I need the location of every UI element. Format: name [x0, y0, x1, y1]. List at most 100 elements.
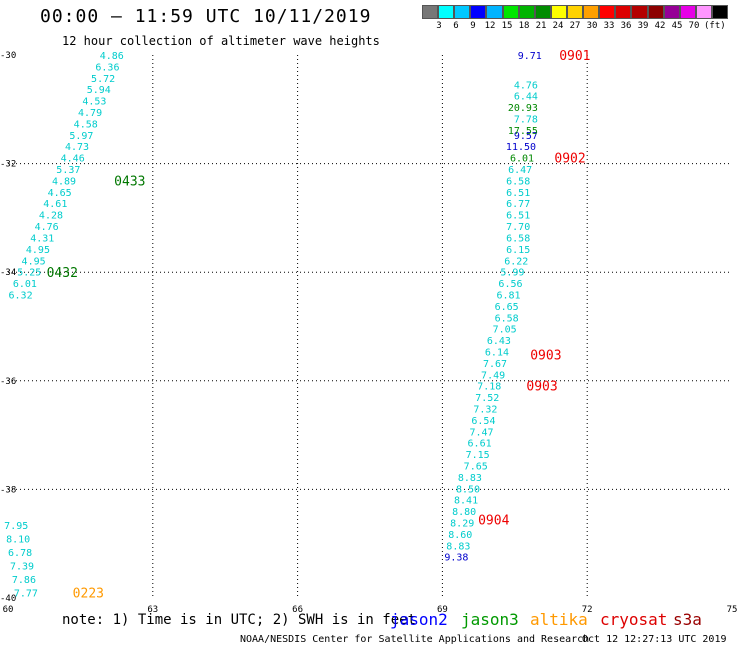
wave-height-value: 6.58 — [506, 176, 530, 187]
wave-height-value: 4.61 — [43, 199, 67, 210]
wave-height-value: 7.86 — [12, 575, 36, 586]
legend-swatch — [647, 5, 664, 19]
time-label: 0903 — [530, 349, 561, 364]
x-tick-label: 63 — [147, 605, 158, 615]
legend-swatch — [663, 5, 680, 19]
wave-height-value: 7.52 — [475, 393, 499, 404]
wave-height-value: 6.01 — [13, 279, 37, 290]
legend-swatches — [422, 5, 729, 19]
legend-tick-label: 12 — [484, 21, 496, 31]
wave-height-value: 6.47 — [508, 165, 532, 176]
time-label: 0433 — [114, 174, 145, 189]
wave-height-value: 7.47 — [469, 427, 493, 438]
wave-height-value: 6.32 — [9, 290, 33, 301]
wave-height-value: 4.65 — [48, 188, 72, 199]
wave-height-value: 4.76 — [514, 80, 538, 91]
wave-height-value: 8.83 — [458, 473, 482, 484]
wave-height-value: 7.67 — [483, 359, 507, 370]
wave-height-value: 5.94 — [87, 85, 111, 96]
x-tick-label: 66 — [292, 605, 303, 615]
grid-lines — [8, 55, 732, 598]
wave-height-value: 5.97 — [69, 131, 93, 142]
wave-height-value: 8.41 — [454, 496, 478, 507]
wave-height-value: 4.31 — [30, 233, 54, 244]
legend-labels: (ft) 3 6 9 12 15 18 21 24 27 30 33 36 39 42 45 70 — [422, 19, 728, 33]
wave-height-value: 8.80 — [452, 507, 476, 518]
y-tick-label: -32 — [0, 160, 16, 170]
time-label: 0904 — [478, 513, 509, 528]
wave-height-value: 7.77 — [14, 589, 38, 600]
wave-height-value: 8.29 — [450, 519, 474, 530]
wave-height-value: 6.61 — [468, 439, 492, 450]
wave-height-value: 7.65 — [464, 462, 488, 473]
wave-height-value: 4.79 — [78, 108, 102, 119]
wave-height-value: 8.60 — [448, 530, 472, 541]
satellite-cryosat: cryosat — [600, 610, 668, 629]
wave-height-value: 9.38 — [444, 553, 468, 564]
wave-height-value: 7.95 — [4, 521, 28, 532]
wave-height-value: 4.53 — [82, 97, 106, 108]
satellite-altika: altika — [530, 610, 588, 629]
legend-unit: (ft) — [704, 21, 726, 31]
legend-swatch — [534, 5, 551, 19]
legend-tick-label: 33 — [603, 21, 615, 31]
legend-swatch — [583, 5, 600, 19]
legend-swatch — [518, 5, 535, 19]
legend-swatch — [550, 5, 567, 19]
wave-height-value: 6.51 — [506, 211, 530, 222]
units-note: note: 1) Time is in UTC; 2) SWH is in fe… — [62, 612, 417, 628]
legend-swatch — [631, 5, 648, 19]
wave-height-value: 6.78 — [8, 548, 32, 559]
wave-height-value: 9.57 — [514, 131, 538, 142]
y-tick-label: -38 — [0, 485, 16, 495]
x-tick-label: 60 — [3, 605, 14, 615]
legend-tick-label: 6 — [453, 21, 459, 31]
legend-tick-label: 18 — [518, 21, 530, 31]
wave-height-value: 7.39 — [10, 561, 34, 572]
time-label: 0432 — [47, 266, 78, 281]
wave-height-value: 6.58 — [495, 313, 519, 324]
legend-tick-label: 36 — [620, 21, 632, 31]
wave-height-value: 6.54 — [471, 416, 495, 427]
wave-height-value: 7.78 — [514, 115, 538, 126]
time-label: 0901 — [559, 49, 590, 64]
legend-swatch — [599, 5, 616, 19]
wave-height-value: 6.15 — [506, 245, 530, 256]
wave-height-value: 6.56 — [498, 279, 522, 290]
wave-height-value: 9.71 — [518, 51, 542, 62]
x-tick-label: 75 — [727, 605, 738, 615]
wave-height-value: 6.01 — [510, 154, 534, 165]
chart-title: 00:00 – 11:59 UTC 10/11/2019 — [40, 6, 372, 27]
legend-swatch — [438, 5, 455, 19]
wave-height-value: 11.50 — [506, 142, 536, 153]
wave-height-value: 5.25 — [17, 268, 41, 279]
footer-credit: NOAA/NESDIS Center for Satellite Applica… — [240, 634, 590, 645]
wave-height-value: 4.28 — [39, 211, 63, 222]
y-tick-label: -40 — [0, 594, 16, 604]
wave-height-value: 20.93 — [508, 103, 538, 114]
legend-swatch — [470, 5, 487, 19]
wave-height-value: 8.10 — [6, 534, 30, 545]
x-tick-label: 69 — [437, 605, 448, 615]
wave-height-value: 6.22 — [504, 256, 528, 267]
wave-height-value: 8.83 — [446, 541, 470, 552]
wave-height-value: 8.50 — [456, 484, 480, 495]
satellite-jason2: jason2 — [390, 610, 448, 629]
legend-swatch — [422, 5, 439, 19]
y-tick-label: -36 — [0, 377, 16, 387]
wave-height-value: 5.37 — [56, 165, 80, 176]
legend-swatch — [486, 5, 503, 19]
wave-height-value: 6.36 — [95, 62, 119, 73]
y-tick-label: -34 — [0, 268, 16, 278]
color-legend: (ft) 3 6 9 12 15 18 21 24 27 30 33 36 39 42 45 70 — [422, 5, 729, 35]
satellite-jason3: jason3 — [461, 610, 519, 629]
legend-swatch — [695, 5, 712, 19]
footer-timestamp: Oct 12 12:27:13 UTC 2019 — [582, 634, 727, 645]
legend-tick-label: 15 — [501, 21, 513, 31]
time-label: 0223 — [73, 587, 104, 602]
wave-height-value: 6.51 — [506, 188, 530, 199]
wave-height-value: 4.46 — [61, 154, 85, 165]
wave-height-value: 6.44 — [514, 92, 538, 103]
wave-height-values: 4.866.365.725.944.534.794.585.974.734.46… — [4, 51, 542, 600]
